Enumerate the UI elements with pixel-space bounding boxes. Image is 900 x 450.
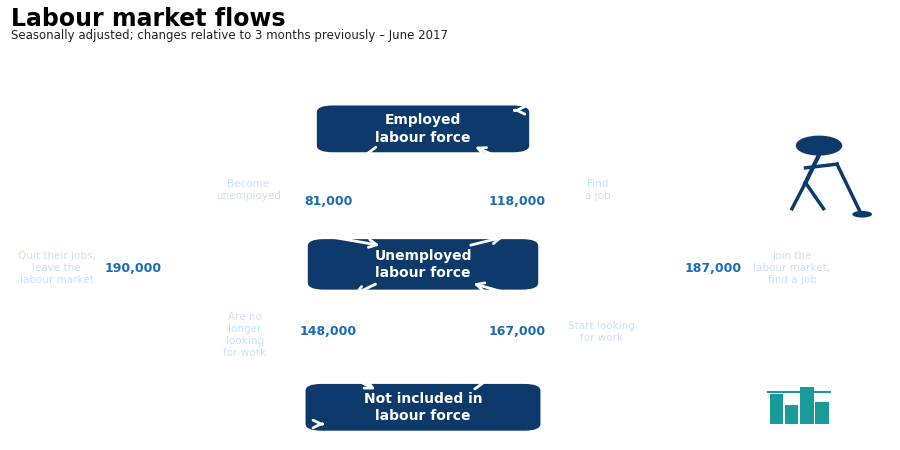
Text: Become
unemployed: Become unemployed (216, 179, 281, 201)
Ellipse shape (52, 222, 214, 315)
Text: 190,000: 190,000 (104, 261, 162, 274)
Text: Start looking
for work: Start looking for work (568, 321, 634, 343)
Text: 167,000: 167,000 (489, 325, 546, 338)
FancyBboxPatch shape (752, 379, 860, 435)
Text: Join the
labour market,
find a job: Join the labour market, find a job (753, 251, 831, 285)
FancyBboxPatch shape (317, 105, 529, 152)
Bar (785, 405, 798, 424)
Text: 118,000: 118,000 (489, 195, 546, 208)
Text: Quit their jobs,
leave the
labour market: Quit their jobs, leave the labour market (18, 251, 95, 285)
Text: Are no
longer
looking
for work: Are no longer looking for work (223, 312, 266, 358)
Bar (815, 402, 829, 424)
FancyBboxPatch shape (305, 384, 540, 431)
Text: 148,000: 148,000 (300, 325, 357, 338)
Ellipse shape (267, 296, 390, 366)
Text: Not included in
labour force: Not included in labour force (364, 392, 482, 423)
Ellipse shape (456, 296, 579, 366)
Text: Find
a job: Find a job (585, 179, 610, 201)
Ellipse shape (632, 222, 794, 315)
Text: 81,000: 81,000 (304, 195, 353, 208)
Bar (800, 387, 814, 424)
Bar (770, 394, 783, 424)
Text: 187,000: 187,000 (684, 261, 742, 274)
FancyBboxPatch shape (308, 239, 538, 290)
Ellipse shape (456, 166, 579, 237)
Text: Unemployed
labour force: Unemployed labour force (374, 249, 472, 280)
Circle shape (796, 136, 842, 155)
Ellipse shape (267, 166, 390, 237)
Text: Employed
labour force: Employed labour force (375, 113, 471, 144)
Text: Seasonally adjusted; changes relative to 3 months previously – June 2017: Seasonally adjusted; changes relative to… (11, 29, 448, 42)
Ellipse shape (852, 211, 872, 218)
Text: Labour market flows: Labour market flows (11, 7, 285, 31)
